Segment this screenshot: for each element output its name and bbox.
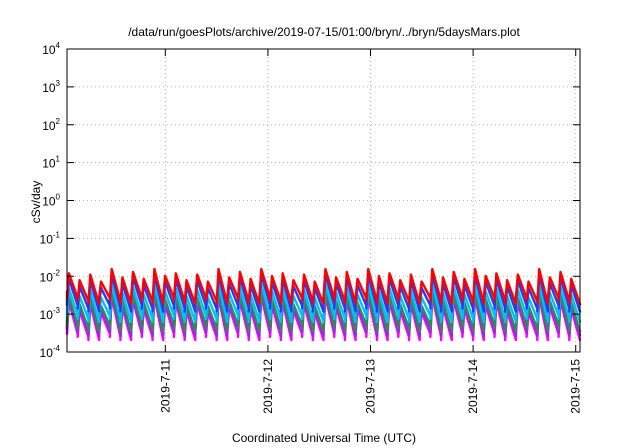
y-tick-label: 10-3 bbox=[40, 306, 61, 322]
series-line bbox=[65, 290, 582, 333]
y-axis-label: cSv/day bbox=[29, 181, 43, 224]
series-group bbox=[65, 267, 582, 342]
y-tick-label: 101 bbox=[42, 155, 60, 171]
series-line bbox=[65, 273, 582, 313]
y-tick-label: 100 bbox=[42, 193, 60, 209]
series-line bbox=[65, 295, 582, 342]
y-tick-label: 10-2 bbox=[40, 268, 61, 284]
y-tick-label: 104 bbox=[42, 41, 60, 57]
y-tick-label: 103 bbox=[42, 79, 60, 95]
x-tick-label: 2019-7-14 bbox=[466, 359, 480, 414]
x-tick-label: 2019-7-13 bbox=[364, 359, 378, 414]
y-tick-label: 10-4 bbox=[40, 344, 61, 360]
x-axis-label: Coordinated Universal Time (UTC) bbox=[232, 431, 416, 445]
x-tick-label: 2019-7-15 bbox=[569, 359, 583, 414]
series-line bbox=[65, 267, 582, 306]
axis-ticks bbox=[67, 48, 580, 353]
x-tick-labels: 2019-7-11 2019-7-12 2019-7-13 2019-7-14 2019… bbox=[158, 359, 582, 414]
series-line bbox=[65, 282, 582, 324]
chart-title: /data/run/goesPlots/archive/2019-07-15/0… bbox=[128, 25, 520, 39]
y-tick-labels: 10-4 10-3 10-2 10-1 100 101 102 103 104 bbox=[40, 41, 61, 360]
x-tick-label: 2019-7-11 bbox=[158, 359, 172, 413]
y-tick-label: 102 bbox=[42, 117, 60, 133]
x-tick-label: 2019-7-12 bbox=[261, 359, 275, 414]
y-tick-label: 10-1 bbox=[40, 230, 61, 246]
